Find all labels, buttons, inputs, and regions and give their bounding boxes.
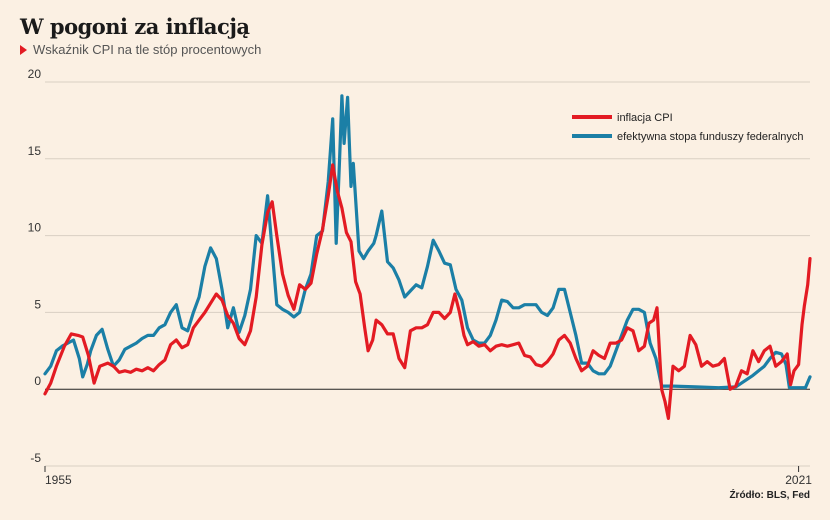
series-line-cpi [43, 163, 812, 420]
grid-lines [45, 81, 810, 467]
axis-ticks: 20 15 10 5 0 -5 1955 2021 [28, 67, 813, 487]
legend-label: efektywna stopa funduszy federalnych [617, 131, 804, 143]
x-tick-label: 2021 [785, 473, 812, 487]
y-tick-label: 10 [28, 221, 42, 235]
source-note: Źródło: BLS, Fed [729, 490, 810, 501]
chart-subtitle: Wskaźnik CPI na tle stóp procentowych [20, 42, 261, 57]
y-tick-label: 0 [34, 374, 41, 388]
chart-series [43, 94, 812, 420]
chart-subtitle-text: Wskaźnik CPI na tle stóp procentowych [33, 42, 262, 57]
chart-title: W pogoni za inflacją [20, 14, 250, 39]
y-tick-label: 5 [34, 297, 41, 311]
y-tick-label: 15 [28, 144, 42, 158]
y-tick-label: -5 [30, 451, 41, 465]
series-line-fed-rate [43, 94, 812, 390]
x-tick-label: 1955 [45, 473, 72, 487]
y-tick-label: 20 [28, 67, 42, 81]
legend-label: inflacja CPI [617, 112, 673, 124]
triangle-marker-icon [20, 44, 27, 55]
chart-legend: inflacja CPI efektywna stopa funduszy fed… [572, 112, 804, 143]
